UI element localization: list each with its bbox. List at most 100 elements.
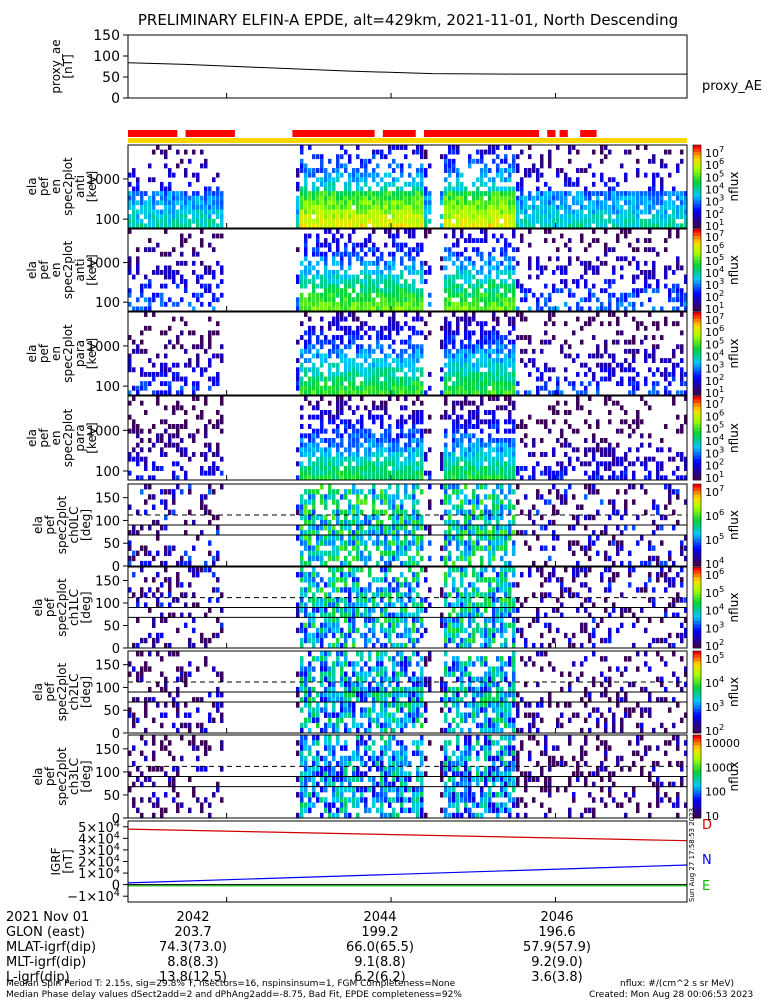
spectrogram-cell xyxy=(504,251,508,257)
spectrogram-cell xyxy=(600,438,604,443)
y-tick-label: 100 xyxy=(93,49,120,65)
colorbar-step xyxy=(693,434,701,439)
spectrogram-cell xyxy=(324,177,328,183)
spectrogram-cell xyxy=(308,218,312,224)
spectrogram-cell xyxy=(588,424,592,429)
spectrogram-cell xyxy=(340,371,344,377)
spectrogram-cell xyxy=(380,274,384,280)
spectrogram-cell xyxy=(372,358,376,364)
spectrogram-cell xyxy=(452,381,456,387)
spectrogram-cell xyxy=(460,233,464,239)
spectrogram-cell xyxy=(404,466,408,471)
spectrogram-cell xyxy=(300,353,304,359)
spectrogram-cell xyxy=(660,438,664,443)
spectrogram-cell xyxy=(456,385,460,391)
spectrogram-cell xyxy=(200,494,204,500)
spectrogram-cell xyxy=(572,381,576,387)
spectrogram-cell xyxy=(576,428,580,434)
spectrogram-cell xyxy=(472,489,476,495)
spectrogram-cell xyxy=(316,353,320,359)
spectrogram-cell xyxy=(392,535,396,541)
spectrogram-cell xyxy=(192,191,196,197)
spectrogram-cell xyxy=(376,306,380,312)
spectrogram-cell xyxy=(364,301,368,307)
spectrogram-cell xyxy=(212,292,216,298)
spectrogram-cell xyxy=(216,514,220,521)
spectrogram-cell xyxy=(352,195,356,201)
spectrogram-cell xyxy=(380,301,384,307)
spectrogram-cell xyxy=(400,504,404,510)
spectrogram-cell xyxy=(152,200,156,206)
spectrogram-cell xyxy=(472,218,476,224)
spectrogram-cell xyxy=(664,274,668,280)
spectrogram-cell xyxy=(672,348,676,354)
spectrogram-cell xyxy=(400,499,404,505)
spectrogram-cell xyxy=(516,214,520,220)
spectrogram-cell xyxy=(676,288,680,294)
spectrogram-cell xyxy=(332,288,336,294)
spectrogram-cell xyxy=(640,191,644,197)
spectrogram-cell xyxy=(416,525,420,531)
spectrogram-cell xyxy=(484,181,488,187)
spectrogram-cell xyxy=(220,204,224,210)
spectrogram-cell xyxy=(312,330,316,336)
spectrogram-cell xyxy=(584,223,588,229)
spectrogram-cell xyxy=(468,461,472,467)
spectrogram-cell xyxy=(488,442,492,448)
spectrogram-cell xyxy=(408,218,412,224)
spectrogram-cell xyxy=(468,238,472,243)
spectrogram-cell xyxy=(456,301,460,307)
spectrogram-cell xyxy=(332,466,336,471)
spectrogram-cell xyxy=(168,191,172,197)
spectrogram-cell xyxy=(480,381,484,387)
colorbar-step xyxy=(693,476,701,481)
spectrogram-cell xyxy=(220,292,224,298)
spectrogram-cell xyxy=(680,149,684,155)
spectrogram-cell xyxy=(492,233,496,239)
spectrogram-cell xyxy=(368,186,372,192)
spectrogram-cell xyxy=(460,367,464,373)
colorbar-tick-label: 107 xyxy=(705,311,724,327)
spectrogram-cell xyxy=(444,316,448,322)
spectrogram-cell xyxy=(608,410,612,415)
spectrogram-cell xyxy=(484,149,488,155)
spectrogram-cell xyxy=(452,223,456,229)
spectrogram-cell xyxy=(328,214,332,220)
spectrogram-cell xyxy=(444,204,448,210)
spectrogram-cell xyxy=(544,424,548,429)
spectrogram-cell xyxy=(608,376,612,382)
spectrogram-cell xyxy=(184,376,188,382)
spectrogram-cell xyxy=(328,385,332,391)
spectrogram-cell xyxy=(348,560,352,567)
spectrogram-cell xyxy=(488,288,492,294)
spectrogram-cell xyxy=(408,447,412,453)
spectrogram-cell xyxy=(584,470,588,476)
spectrogram-cell xyxy=(444,362,448,368)
spectrogram-cell xyxy=(420,442,424,448)
spectrogram-cell xyxy=(492,149,496,155)
spectrogram-cell xyxy=(392,256,396,262)
spectrogram-cell xyxy=(216,204,220,210)
spectrogram-cell xyxy=(572,330,576,336)
spectrogram-cell xyxy=(500,214,504,220)
spectrogram-cell xyxy=(204,452,208,457)
spectrogram-cell xyxy=(356,181,360,187)
spectrogram-cell xyxy=(672,200,676,206)
spectrogram-cell xyxy=(420,154,424,160)
spectrogram-cell xyxy=(348,509,352,516)
spectrogram-cell xyxy=(408,251,412,257)
spectrogram-cell xyxy=(512,256,516,262)
spectrogram-cell xyxy=(380,367,384,373)
spectrogram-cell xyxy=(552,204,556,210)
spectrogram-cell xyxy=(672,204,676,210)
spectrogram-cell xyxy=(336,163,340,169)
spectrogram-cell xyxy=(420,447,424,453)
spectrogram-cell xyxy=(464,344,468,350)
spectrogram-cell xyxy=(472,316,476,322)
spectrogram-cell xyxy=(616,456,620,462)
spectrogram-cell xyxy=(408,223,412,229)
spectrogram-cell xyxy=(452,233,456,239)
spectrogram-cell xyxy=(316,260,320,266)
spectrogram-cell xyxy=(336,209,340,215)
spectrogram-cell xyxy=(308,385,312,391)
